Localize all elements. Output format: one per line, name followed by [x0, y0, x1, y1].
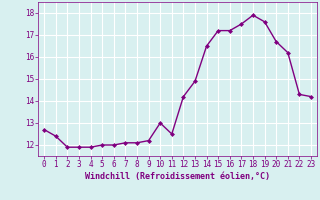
- X-axis label: Windchill (Refroidissement éolien,°C): Windchill (Refroidissement éolien,°C): [85, 172, 270, 181]
